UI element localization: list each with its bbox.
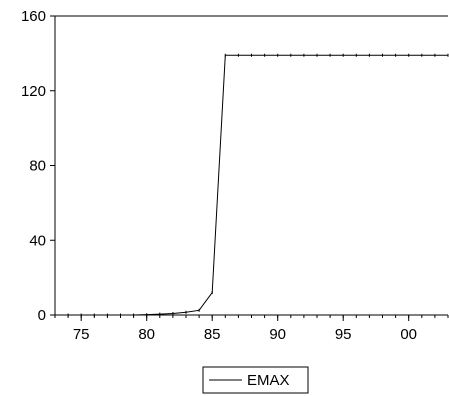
y-tick-label: 120 [21, 83, 46, 100]
x-tick-label: 80 [138, 326, 155, 343]
series-group [55, 53, 449, 317]
x-tick-label: 75 [73, 326, 90, 343]
y-tick-label: 80 [29, 158, 46, 175]
legend-label: EMAX [247, 372, 290, 389]
x-tick-label: 95 [335, 326, 352, 343]
y-tick-label: 40 [29, 232, 46, 249]
x-axis: 75 80 85 90 95 00 [54, 315, 449, 343]
x-tick-label: 90 [269, 326, 286, 343]
y-axis: 0 40 80 120 160 [21, 8, 55, 324]
series-line-emax [55, 54, 448, 316]
y-tick-label: 160 [21, 8, 46, 25]
x-tick-label: 85 [204, 326, 221, 343]
legend: EMAX [202, 366, 309, 394]
y-tick-label: 0 [38, 307, 46, 324]
x-tick-label: 00 [400, 326, 417, 343]
plot-frame [54, 15, 448, 316]
